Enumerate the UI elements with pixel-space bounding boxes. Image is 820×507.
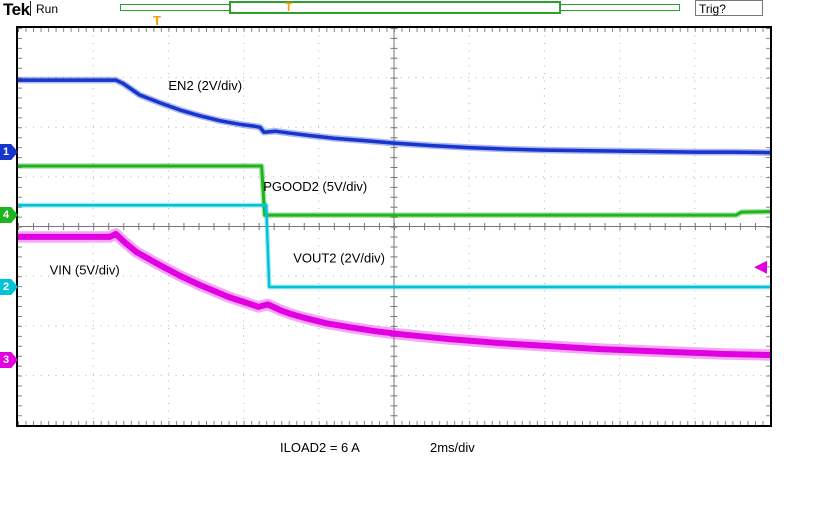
trace-label: PGOOD2 (5V/div) <box>263 179 367 194</box>
header-divider <box>30 1 31 16</box>
channel-marker-4[interactable]: 4 <box>0 207 18 223</box>
trigger-level-arrow-icon[interactable] <box>754 260 767 274</box>
trigger-status-box: Trig? <box>695 0 763 16</box>
record-view-bar[interactable]: T <box>120 1 680 14</box>
waveform-pgood2 <box>16 164 772 217</box>
trace-label: VIN (5V/div) <box>50 263 120 278</box>
record-view-window[interactable]: T <box>229 1 561 14</box>
tek-logo: Tek <box>3 0 30 19</box>
channel-marker-1[interactable]: 1 <box>0 144 18 160</box>
channel-number-label: 2 <box>3 281 10 293</box>
channel-number-label: 1 <box>3 146 10 158</box>
trigger-status-label: Trig? <box>699 2 726 16</box>
acquisition-status: Run <box>36 2 59 16</box>
trigger-t-icon: T <box>153 13 161 28</box>
graticule: EN2 (2V/div) PGOOD2 (5V/div) VOUT2 (2V/div… <box>12 26 776 427</box>
waveform-en2 <box>16 78 772 155</box>
iload-annotation: ILOAD2 = 6 A <box>280 440 360 455</box>
channel-marker-2[interactable]: 2 <box>0 279 18 295</box>
waveform-vin <box>15 230 773 358</box>
channel-number-label: 4 <box>3 209 10 221</box>
trace-label: VOUT2 (2V/div) <box>293 251 385 266</box>
waveform-vout2 <box>16 203 772 289</box>
record-trigger-position-icon[interactable]: T <box>285 0 293 14</box>
trace-label: EN2 (2V/div) <box>168 78 242 93</box>
timebase-annotation: 2ms/div <box>430 440 475 455</box>
waveform-display: EN2 (2V/div) PGOOD2 (5V/div) VOUT2 (2V/div… <box>12 28 776 425</box>
channel-marker-3[interactable]: 3 <box>0 352 18 368</box>
channel-number-label: 3 <box>3 354 10 366</box>
